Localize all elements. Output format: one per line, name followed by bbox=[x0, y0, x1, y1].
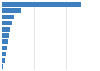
Bar bbox=[2, 27, 10, 32]
Bar bbox=[2, 64, 3, 69]
Bar bbox=[2, 46, 7, 50]
Bar bbox=[2, 2, 82, 7]
Bar bbox=[2, 52, 6, 56]
Bar bbox=[2, 21, 12, 25]
Bar bbox=[2, 33, 9, 38]
Bar bbox=[2, 15, 14, 19]
Bar bbox=[2, 39, 8, 44]
Bar bbox=[2, 8, 22, 13]
Bar bbox=[2, 58, 5, 63]
